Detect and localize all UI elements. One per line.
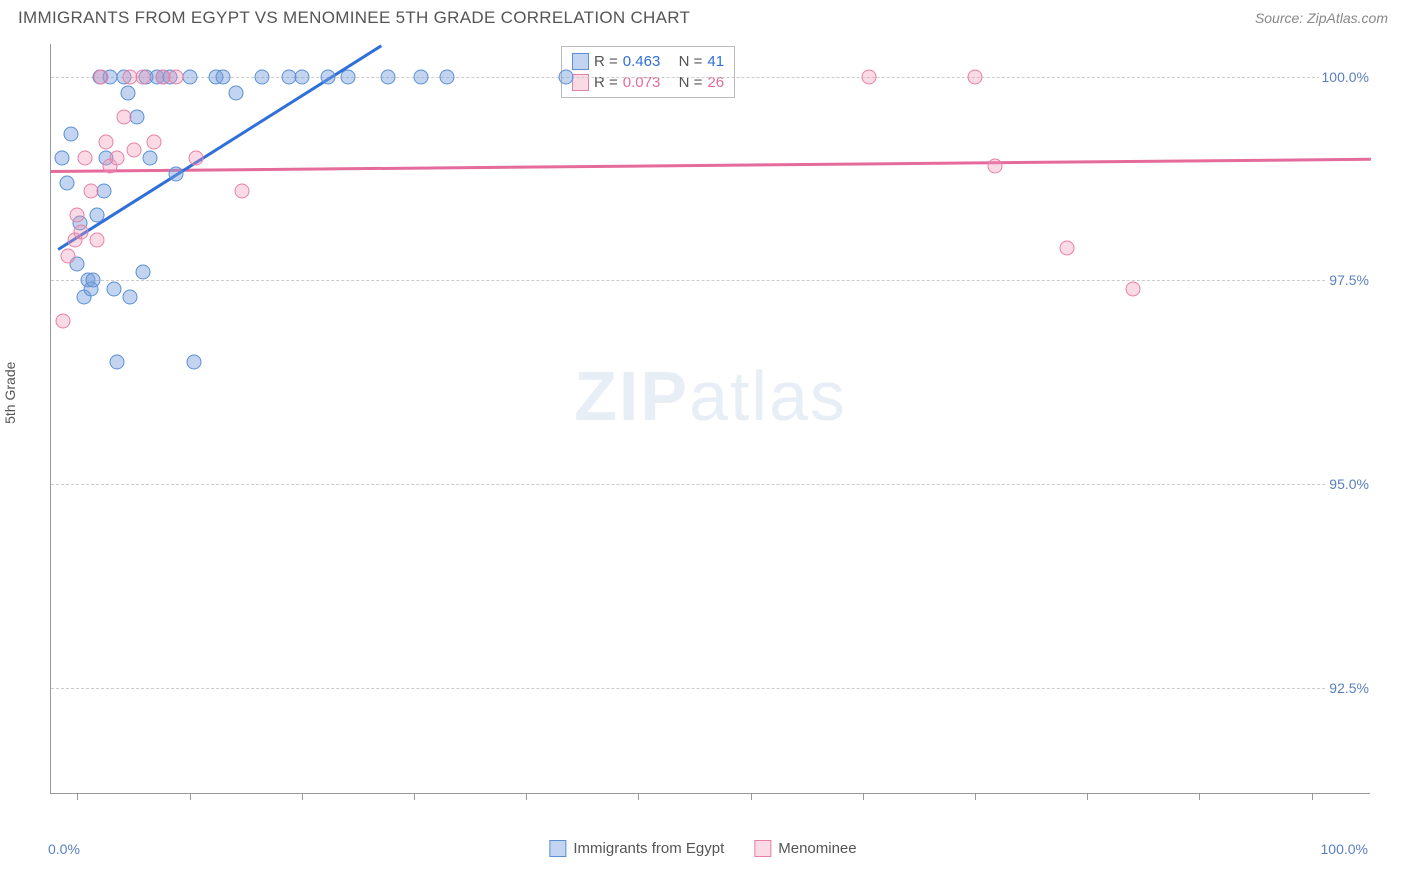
y-tick-label: 100.0% [1319, 69, 1372, 85]
x-tick [638, 793, 639, 800]
data-point [189, 151, 204, 166]
n-label: N = [679, 53, 703, 70]
x-tick [1199, 793, 1200, 800]
source-attribution: Source: ZipAtlas.com [1255, 10, 1388, 26]
data-point [182, 69, 197, 84]
x-tick [302, 793, 303, 800]
data-point [136, 69, 151, 84]
data-point [129, 110, 144, 125]
data-point [70, 208, 85, 223]
data-point [120, 85, 135, 100]
x-tick [1312, 793, 1313, 800]
y-tick-label: 97.5% [1326, 272, 1372, 288]
legend-item-menominee: Menominee [754, 840, 856, 857]
data-point [61, 248, 76, 263]
data-point [255, 69, 270, 84]
data-point [146, 134, 161, 149]
data-point [90, 232, 105, 247]
x-tick [526, 793, 527, 800]
data-point [862, 69, 877, 84]
legend-stat-row: R = 0.073 N = 26 [572, 72, 724, 93]
legend-label-menominee: Menominee [778, 840, 856, 857]
data-point [413, 69, 428, 84]
source-name: ZipAtlas.com [1307, 10, 1388, 26]
data-point [83, 183, 98, 198]
data-point [440, 69, 455, 84]
series-legend: Immigrants from Egypt Menominee [549, 840, 856, 857]
data-point [94, 69, 109, 84]
chart-container: 5th Grade ZIPatlas R = 0.463 N = 41 R = … [0, 34, 1406, 859]
data-point [341, 69, 356, 84]
data-point [86, 273, 101, 288]
x-axis-min-label: 0.0% [48, 841, 80, 857]
r-value: 0.463 [623, 53, 661, 70]
n-value: 41 [707, 53, 724, 70]
gridline [51, 688, 1370, 689]
watermark-zip: ZIP [574, 357, 689, 435]
data-point [294, 69, 309, 84]
gridline [51, 484, 1370, 485]
data-point [90, 208, 105, 223]
x-tick [751, 793, 752, 800]
data-point [1060, 240, 1075, 255]
legend-swatch-pink [754, 840, 771, 857]
x-tick [414, 793, 415, 800]
legend-swatch [572, 53, 589, 70]
data-point [107, 281, 122, 296]
data-point [186, 354, 201, 369]
data-point [54, 151, 69, 166]
watermark-atlas: atlas [689, 357, 847, 435]
data-point [987, 159, 1002, 174]
chart-title: IMMIGRANTS FROM EGYPT VS MENOMINEE 5TH G… [18, 8, 690, 28]
data-point [169, 69, 184, 84]
data-point [169, 167, 184, 182]
data-point [74, 224, 89, 239]
data-point [215, 69, 230, 84]
data-point [1126, 281, 1141, 296]
data-point [63, 126, 78, 141]
x-tick [190, 793, 191, 800]
data-point [127, 142, 142, 157]
trend-line [51, 158, 1371, 173]
legend-item-egypt: Immigrants from Egypt [549, 840, 724, 857]
source-label: Source: [1255, 10, 1303, 26]
data-point [123, 289, 138, 304]
plot-area: ZIPatlas R = 0.463 N = 41 R = 0.073 N = … [50, 44, 1370, 794]
data-point [96, 183, 111, 198]
data-point [116, 110, 131, 125]
data-point [968, 69, 983, 84]
data-point [78, 151, 93, 166]
x-tick [863, 793, 864, 800]
x-tick [77, 793, 78, 800]
data-point [59, 175, 74, 190]
data-point [143, 151, 158, 166]
y-axis-label: 5th Grade [2, 361, 18, 423]
data-point [321, 69, 336, 84]
r-label: R = [594, 53, 618, 70]
gridline [51, 77, 1370, 78]
watermark: ZIPatlas [574, 356, 847, 436]
data-point [380, 69, 395, 84]
correlation-legend: R = 0.463 N = 41 R = 0.073 N = 26 [561, 46, 735, 98]
data-point [55, 314, 70, 329]
data-point [235, 183, 250, 198]
y-tick-label: 95.0% [1326, 476, 1372, 492]
gridline [51, 280, 1370, 281]
legend-swatch-blue [549, 840, 566, 857]
x-tick [975, 793, 976, 800]
x-tick [1087, 793, 1088, 800]
y-tick-label: 92.5% [1326, 680, 1372, 696]
data-point [110, 151, 125, 166]
data-point [558, 69, 573, 84]
data-point [99, 134, 114, 149]
legend-label-egypt: Immigrants from Egypt [573, 840, 724, 857]
x-axis-max-label: 100.0% [1321, 841, 1368, 857]
legend-stat-row: R = 0.463 N = 41 [572, 51, 724, 72]
data-point [110, 354, 125, 369]
data-point [228, 85, 243, 100]
data-point [136, 265, 151, 280]
